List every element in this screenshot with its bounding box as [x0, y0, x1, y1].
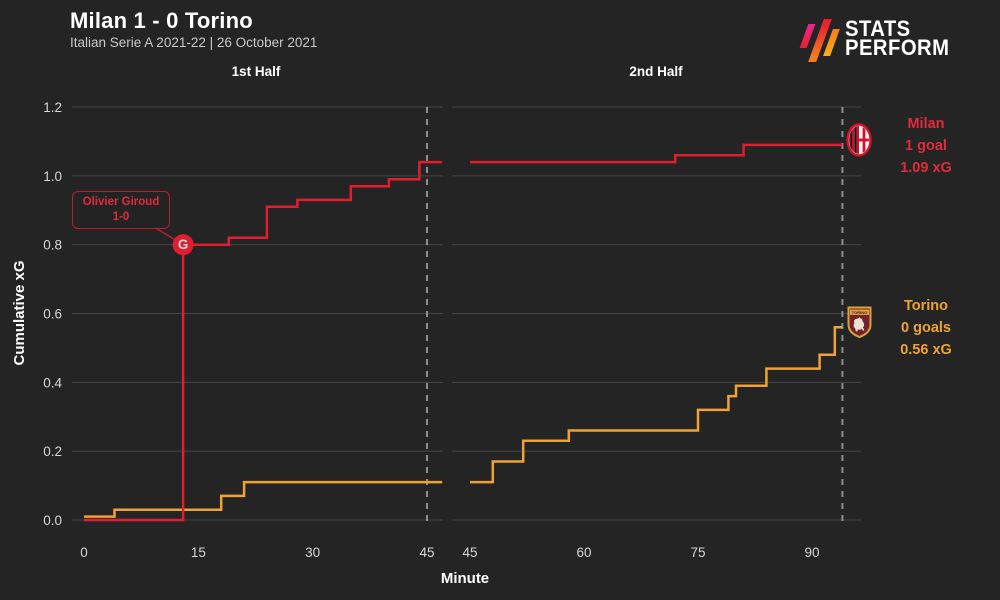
- y-tick-label: 1.2: [43, 100, 62, 115]
- goal-annotation-player: Olivier Giroud: [82, 196, 160, 208]
- x-tick-label: 45: [462, 545, 477, 560]
- torino-legend-xg: 0.56 xG: [900, 342, 952, 358]
- first-half-label: 1st Half: [231, 64, 281, 79]
- x-tick-label: 75: [690, 545, 705, 560]
- torino-legend-name: Torino: [903, 298, 949, 314]
- goal-annotation-score: 1-0: [112, 211, 130, 223]
- torino-xg-line: [84, 480, 443, 518]
- y-tick-label: 0.2: [43, 444, 62, 459]
- milan-legend-name: Milan: [907, 116, 945, 132]
- torino-xg-line: [470, 326, 843, 484]
- torino-legend: Torino 0 goals 0.56 xG: [872, 295, 980, 361]
- stats-perform-wordmark: STATS PERFORM: [845, 16, 950, 60]
- x-axis-title: Minute: [440, 570, 490, 587]
- page-subtitle: Italian Serie A 2021-22 | 26 October 202…: [70, 35, 318, 50]
- logo-word-stats: STATS: [845, 16, 911, 41]
- logo-word-perform: PERFORM: [845, 34, 950, 60]
- milan-legend-xg: 1.09 xG: [900, 160, 952, 176]
- milan-xg-line: [84, 160, 443, 522]
- x-tick-label: 30: [305, 545, 320, 560]
- y-tick-label: 0.0: [43, 513, 62, 528]
- y-tick-label: 0.8: [43, 238, 62, 253]
- goal-annotation: Olivier Giroud 1-0: [72, 191, 170, 229]
- y-tick-label: 1.0: [43, 169, 62, 184]
- y-tick-label: 0.4: [43, 375, 62, 390]
- y-tick-label: 0.6: [43, 306, 62, 321]
- goal-marker: [172, 234, 194, 256]
- page-title: Milan 1 - 0 Torino: [70, 8, 253, 33]
- milan-legend-goals: 1 goal: [905, 138, 947, 154]
- milan-xg-line: [470, 143, 843, 164]
- torino-legend-goals: 0 goals: [901, 320, 951, 336]
- x-tick-label: 90: [804, 545, 819, 560]
- x-tick-label: 45: [419, 545, 434, 560]
- x-tick-label: 60: [576, 545, 591, 560]
- ac-milan-crest-icon: [846, 123, 872, 157]
- goal-marker-label: G: [178, 237, 189, 252]
- milan-legend: Milan 1 goal 1.09 xG: [872, 113, 980, 179]
- stats-perform-logo: STATS PERFORM: [799, 9, 965, 62]
- second-half-label: 2nd Half: [629, 64, 683, 79]
- x-tick-label: 0: [80, 545, 88, 560]
- svg-text:TORINO: TORINO: [852, 310, 867, 315]
- x-tick-label: 15: [191, 545, 206, 560]
- torino-crest-icon: TORINO: [847, 306, 872, 339]
